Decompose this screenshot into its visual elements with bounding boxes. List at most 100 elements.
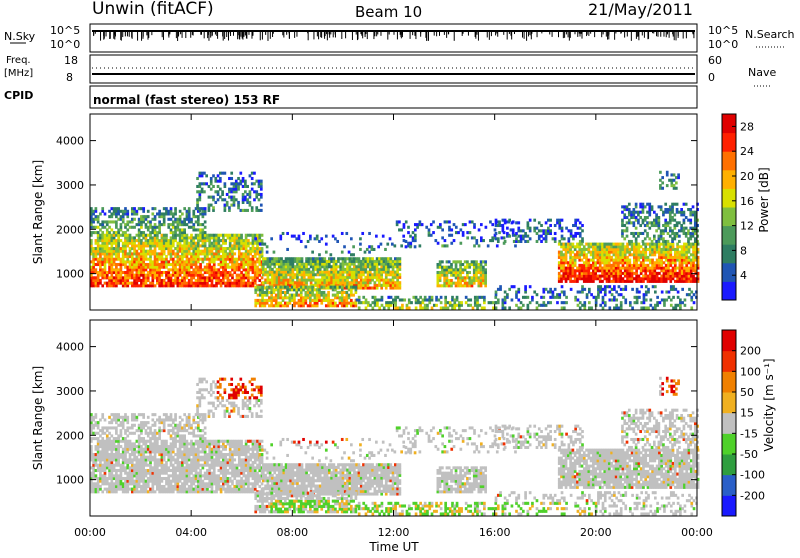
- power-cell: [441, 236, 444, 239]
- power-cell: [583, 301, 586, 304]
- power-cell: [661, 176, 664, 179]
- power-cell: [192, 250, 195, 253]
- power-cell: [644, 216, 647, 219]
- power-cell: [113, 234, 116, 237]
- power-cell: [296, 281, 299, 284]
- power-cell: [308, 257, 311, 260]
- power-cell: [129, 268, 132, 271]
- power-cell: [339, 299, 342, 302]
- power-cell: [628, 248, 631, 251]
- power-cell: [603, 256, 606, 259]
- power-cell: [583, 272, 586, 275]
- power-cell: [126, 252, 129, 255]
- power-cell: [124, 210, 127, 213]
- power-cell: [312, 279, 315, 282]
- power-cell: [145, 250, 148, 253]
- power-cell: [664, 219, 667, 222]
- power-cell: [469, 304, 472, 307]
- power-cell: [95, 268, 98, 271]
- power-cell: [626, 248, 629, 251]
- power-cell: [285, 281, 288, 284]
- power-cell: [613, 275, 616, 278]
- power-cell: [332, 302, 335, 305]
- power-cell: [145, 215, 148, 218]
- power-cell: [674, 306, 677, 309]
- power-cell: [133, 276, 136, 279]
- power-cell: [568, 229, 571, 232]
- power-cell: [681, 251, 684, 254]
- power-cell: [610, 259, 613, 262]
- power-cell: [455, 266, 458, 269]
- power-cell: [441, 260, 444, 263]
- power-cell: [186, 223, 189, 226]
- power-cell: [665, 253, 668, 256]
- power-cell: [581, 285, 584, 288]
- power-cell: [635, 267, 638, 270]
- power-cell: [351, 281, 354, 284]
- power-cell: [217, 239, 220, 242]
- power-cell: [276, 281, 279, 284]
- power-cell: [576, 275, 579, 278]
- power-cell: [287, 271, 290, 274]
- power-cell: [654, 290, 657, 293]
- power-cell: [217, 234, 220, 237]
- power-cell: [396, 265, 399, 268]
- power-cell: [276, 279, 279, 282]
- power-cell: [292, 271, 295, 274]
- power-cell: [120, 234, 123, 237]
- power-cell: [314, 299, 317, 302]
- power-cell: [636, 288, 639, 291]
- power-cell: [684, 298, 687, 301]
- power-cell: [669, 275, 672, 278]
- power-cell: [271, 268, 274, 271]
- power-cell: [341, 288, 344, 291]
- power-cell: [346, 276, 349, 279]
- power-cell: [243, 242, 246, 245]
- power-cell: [138, 268, 141, 271]
- power-cell: [424, 306, 427, 309]
- power-cell: [649, 304, 652, 307]
- power-cell: [311, 291, 314, 294]
- power-cell: [622, 256, 625, 259]
- noise-right-tick-top: 10^5: [708, 24, 738, 37]
- power-cell: [606, 264, 609, 267]
- power-cell: [538, 235, 541, 238]
- power-cell: [642, 205, 645, 208]
- power-cell: [224, 172, 227, 175]
- power-cell: [630, 211, 633, 214]
- power-cell: [628, 275, 631, 278]
- power-cell: [220, 260, 223, 263]
- power-cell: [642, 256, 645, 259]
- power-cell: [133, 242, 136, 245]
- power-cell: [601, 269, 604, 272]
- power-cell: [672, 256, 675, 259]
- power-cell: [653, 272, 656, 275]
- power-cell: [115, 282, 118, 285]
- power-cell: [227, 282, 230, 285]
- power-cell: [165, 276, 168, 279]
- power-cell: [628, 221, 631, 224]
- power-cell: [110, 239, 113, 242]
- power-cell: [606, 267, 609, 270]
- power-cell: [95, 263, 98, 266]
- power-cell: [636, 290, 639, 293]
- power-cell: [113, 276, 116, 279]
- power-cell: [133, 207, 136, 210]
- power-cell: [131, 236, 134, 239]
- power-cell: [208, 258, 211, 261]
- power-cell: [99, 255, 102, 258]
- power-cell: [309, 299, 312, 302]
- power-cell: [495, 290, 498, 293]
- power-cell: [640, 251, 643, 254]
- power-cell: [619, 256, 622, 259]
- power-cell: [446, 260, 449, 263]
- power-cell: [251, 206, 254, 209]
- power-cell: [167, 260, 170, 263]
- power-cell: [204, 239, 207, 242]
- power-cell: [325, 235, 328, 238]
- power-cell: [669, 219, 672, 222]
- power-cell: [651, 205, 654, 208]
- power-cell: [202, 244, 205, 247]
- power-cell: [227, 252, 230, 255]
- power-cell: [583, 267, 586, 270]
